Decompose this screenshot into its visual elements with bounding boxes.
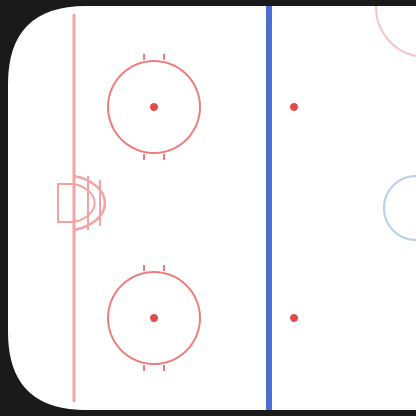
faceoff-dot-bottom — [150, 314, 158, 322]
faceoff-dot-top — [150, 103, 158, 111]
neutral-dot-top — [290, 103, 298, 111]
center-circle-partial — [383, 175, 416, 241]
faceoff-circle-top — [107, 54, 201, 160]
ice-surface — [8, 6, 416, 410]
goal-net — [57, 183, 75, 223]
goal-crease — [57, 174, 107, 232]
faceoff-circle-bottom — [107, 265, 201, 371]
neutral-dot-bottom — [290, 314, 298, 322]
edge-circle-top-right — [374, 5, 416, 57]
faceoff-circle-icon — [107, 271, 201, 365]
blue-line — [266, 6, 272, 410]
faceoff-circle-icon — [107, 60, 201, 154]
